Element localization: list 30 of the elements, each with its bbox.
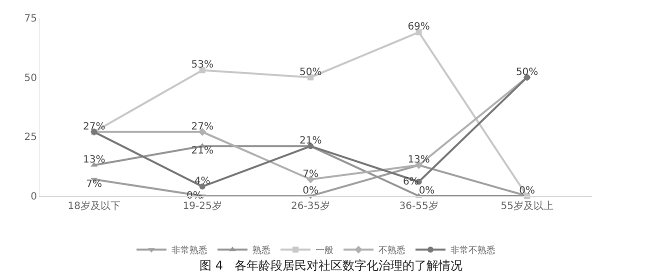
x-tick-label: 36-55岁 bbox=[399, 200, 438, 212]
data-label: 7% bbox=[302, 168, 319, 180]
x-tick-label: 55岁及以上 bbox=[500, 200, 554, 212]
x-tick-label: 26-35岁 bbox=[291, 200, 330, 212]
legend-label: 一般 bbox=[316, 245, 334, 256]
legend-label: 非常不熟悉 bbox=[450, 245, 496, 256]
x-tick-label: 18岁及以下 bbox=[68, 200, 120, 212]
data-label: 53% bbox=[191, 60, 214, 71]
data-label: 0% bbox=[519, 186, 535, 196]
data-label: 27% bbox=[83, 121, 106, 132]
data-label: 7% bbox=[86, 178, 102, 190]
legend-label: 非常熟悉 bbox=[172, 245, 208, 256]
legend-label: 熟悉 bbox=[252, 245, 270, 256]
data-label: 50% bbox=[516, 66, 538, 78]
data-label: 27% bbox=[191, 121, 214, 132]
data-label: 50% bbox=[299, 66, 322, 78]
data-label: 13% bbox=[408, 154, 430, 166]
y-tick-label: 75 bbox=[24, 14, 37, 24]
data-label: 21% bbox=[191, 146, 214, 157]
y-tick-label: 50 bbox=[24, 72, 37, 84]
data-label: 21% bbox=[299, 136, 322, 147]
data-label: 69% bbox=[408, 22, 430, 33]
y-tick-label: 0 bbox=[30, 192, 37, 202]
data-label: 0% bbox=[418, 186, 435, 196]
x-tick-label: 19-25岁 bbox=[182, 200, 222, 212]
data-label: 0% bbox=[302, 186, 319, 196]
y-tick-label: 25 bbox=[24, 132, 37, 144]
data-label: 13% bbox=[83, 154, 106, 166]
legend-label: 不熟悉 bbox=[378, 245, 406, 256]
text: 图 4 各年龄段居民对社区数字化治理的了解情况 bbox=[200, 258, 462, 273]
